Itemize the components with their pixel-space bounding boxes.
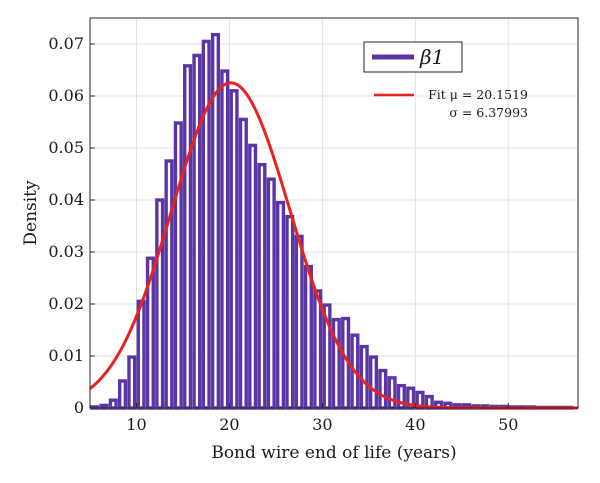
- y-tick-label-6: 0.06: [48, 86, 84, 105]
- x-tick-label-1: 20: [219, 415, 239, 434]
- x-axis-label: Bond wire end of life (years): [211, 443, 456, 463]
- histogram-bar-14: [220, 69, 230, 410]
- y-tick-label-7: 0.07: [48, 34, 84, 53]
- x-tick-label-0: 10: [126, 415, 146, 434]
- histogram-bar-10: [183, 64, 193, 410]
- histogram-bar-22: [294, 234, 304, 410]
- y-tick-label-0: 0: [74, 398, 84, 417]
- histogram-bar-29: [359, 344, 369, 410]
- histogram-bar-3: [117, 379, 128, 410]
- legend-series-label: β1: [419, 45, 444, 69]
- y-axis-label: Density: [21, 180, 41, 246]
- histogram-bar-19: [266, 177, 276, 410]
- histogram-bar-2: [108, 398, 118, 410]
- x-tick-label-2: 30: [312, 415, 332, 434]
- histogram-bar-9: [173, 121, 183, 410]
- x-axis-ticks: 10 20 30 40 50: [126, 403, 518, 434]
- histogram-bar-8: [164, 159, 174, 410]
- histogram-bars: [90, 32, 574, 410]
- legend-fit-label-line2: σ = 6.37993: [449, 105, 528, 120]
- legend-fit-label-line1: Fit μ = 20.1519: [428, 87, 528, 102]
- y-tick-label-5: 0.05: [48, 138, 84, 157]
- histogram-bar-21: [285, 214, 295, 410]
- histogram-bar-18: [257, 162, 267, 410]
- y-tick-label-4: 0.04: [48, 190, 84, 209]
- y-tick-label-2: 0.02: [48, 294, 84, 313]
- histogram-bar-31: [378, 368, 388, 410]
- x-tick-label-3: 40: [405, 415, 425, 434]
- histogram-bar-12: [201, 39, 211, 410]
- y-tick-label-1: 0.01: [48, 346, 84, 365]
- histogram-bar-23: [303, 264, 313, 410]
- legend: β1 Fit μ = 20.1519 σ = 6.37993: [363, 41, 528, 120]
- histogram-bar-26: [331, 317, 341, 410]
- histogram-bar-5: [136, 299, 146, 410]
- y-axis-ticks: 0 0.01 0.02 0.03 0.04 0.05 0.06 0.07: [48, 34, 95, 417]
- histogram-bar-7: [155, 198, 165, 410]
- histogram-bar-17: [248, 143, 258, 410]
- x-tick-label-4: 50: [498, 415, 518, 434]
- histogram-bar-30: [368, 355, 379, 410]
- histogram-bar-32: [387, 376, 397, 410]
- y-tick-label-3: 0.03: [48, 242, 84, 261]
- histogram-bar-15: [229, 89, 239, 410]
- histogram-bar-11: [192, 53, 202, 410]
- histogram-bar-24: [313, 289, 323, 410]
- histogram-bar-20: [276, 200, 286, 410]
- plot-area-border: [89, 17, 579, 409]
- histogram-bar-4: [127, 355, 137, 410]
- histogram-bar-16: [238, 117, 248, 410]
